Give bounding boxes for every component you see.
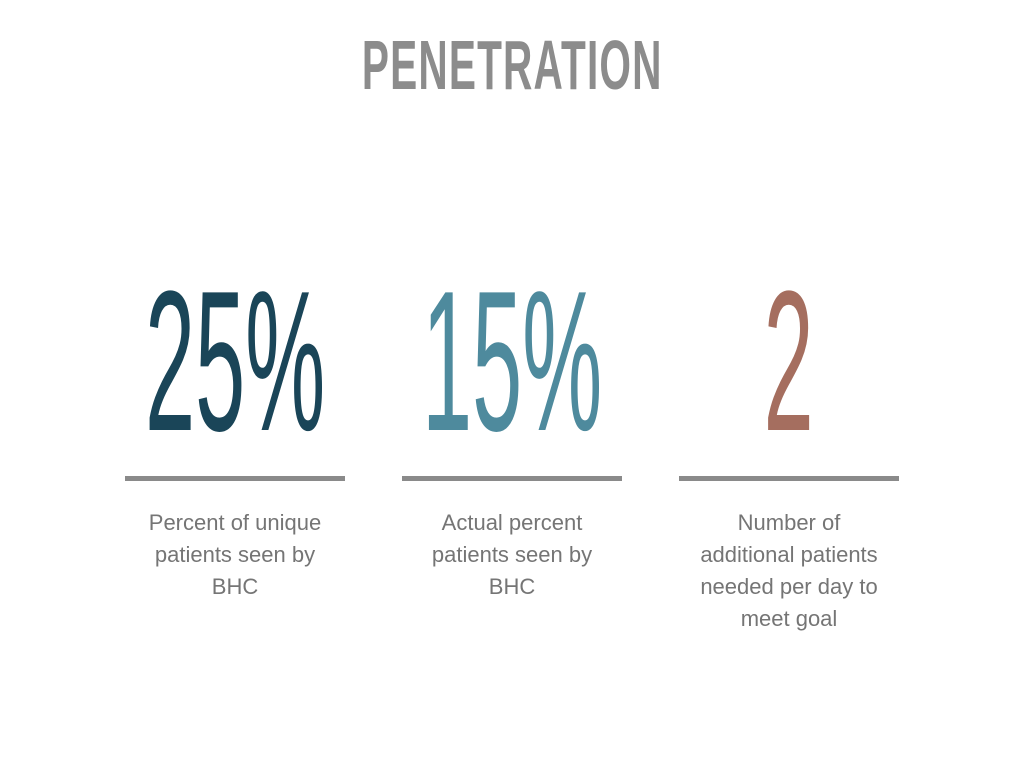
stat-block-additional-patients: 2 Number of additional patients needed p… bbox=[651, 250, 928, 635]
caption-line: patients seen by bbox=[154, 542, 316, 567]
slide-title-text: PENETRATION bbox=[361, 26, 663, 104]
caption-line: meet goal bbox=[740, 606, 838, 631]
stat-divider bbox=[125, 476, 345, 481]
caption-line: Number of bbox=[737, 510, 841, 535]
stat-figure: 2 bbox=[651, 250, 928, 473]
caption-line: BHC bbox=[488, 574, 536, 599]
stat-caption: Percent of unique patients seen by BHC bbox=[149, 507, 321, 603]
caption-line: additional patients bbox=[700, 542, 878, 567]
stat-divider bbox=[402, 476, 622, 481]
caption-line: needed per day to bbox=[700, 574, 878, 599]
stat-figure: 15% bbox=[374, 250, 651, 473]
stat-block-actual-percent: 15% Actual percent patients seen by BHC bbox=[374, 250, 651, 635]
stats-row: 25% Percent of unique patients seen by B… bbox=[0, 250, 1024, 635]
caption-line: patients seen by bbox=[431, 542, 593, 567]
caption-line: Actual percent bbox=[441, 510, 583, 535]
caption-line: BHC bbox=[211, 574, 259, 599]
stat-caption: Actual percent patients seen by BHC bbox=[432, 507, 592, 603]
stat-figure: 25% bbox=[97, 250, 374, 473]
stat-value-25-percent: 25% bbox=[144, 250, 326, 473]
caption-line: Percent of unique bbox=[148, 510, 322, 535]
stat-caption: Number of additional patients needed per… bbox=[700, 507, 877, 635]
stat-divider bbox=[679, 476, 899, 481]
stat-value-15-percent: 15% bbox=[421, 250, 603, 473]
stat-value-2: 2 bbox=[763, 250, 815, 473]
stat-block-unique-percent: 25% Percent of unique patients seen by B… bbox=[97, 250, 374, 635]
slide-title: PENETRATION bbox=[0, 30, 1024, 100]
